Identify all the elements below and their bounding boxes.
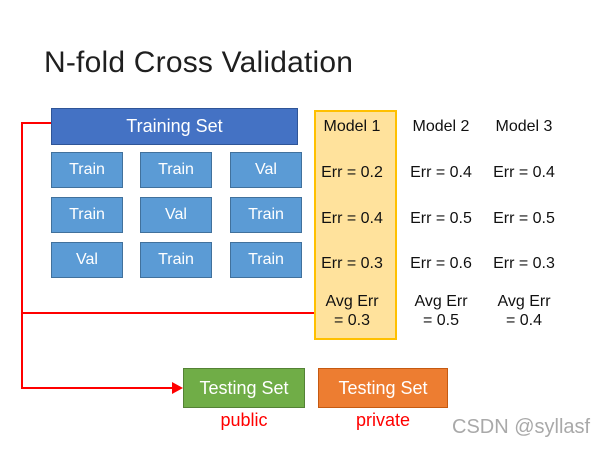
model-name: Model 3 <box>495 118 553 135</box>
model-name: Model 1 <box>323 118 381 135</box>
error-value: Err = 0.4 <box>321 210 383 227</box>
testing-set-private-label: Testing Set <box>338 377 428 398</box>
fold-cell: Train <box>140 242 212 278</box>
avg-error: Avg Err = 0.3 <box>306 292 398 330</box>
fold-cell: Train <box>140 152 212 188</box>
arrow-right-icon <box>172 382 183 394</box>
fold-cell: Train <box>51 197 123 233</box>
connector-testing-line <box>21 387 174 389</box>
testing-set-public-box: Testing Set <box>183 368 305 408</box>
connector-avg-err-line <box>21 312 314 314</box>
page-title: N-fold Cross Validation <box>44 46 354 79</box>
model-1-highlight-box <box>314 110 397 340</box>
avg-error-value: = 0.5 <box>422 312 460 329</box>
public-caption: public <box>220 410 268 430</box>
error-value: Err = 0.5 <box>493 210 555 227</box>
connector-top-line <box>21 122 52 124</box>
testing-set-private-box: Testing Set <box>318 368 448 408</box>
fold-cell: Val <box>140 197 212 233</box>
model-column-3: Model 3 Err = 0.4 Err = 0.5 Err = 0.3 Av… <box>478 110 570 342</box>
model-column-1: Model 1 Err = 0.2 Err = 0.4 Err = 0.3 Av… <box>306 110 398 342</box>
error-value: Err = 0.6 <box>410 255 472 272</box>
model-column-2: Model 2 Err = 0.4 Err = 0.5 Err = 0.6 Av… <box>395 110 487 342</box>
error-value: Err = 0.3 <box>493 255 555 272</box>
avg-error-label: Avg Err <box>414 293 468 310</box>
training-set-header: Training Set <box>51 108 298 145</box>
error-value: Err = 0.3 <box>321 255 383 272</box>
error-value: Err = 0.4 <box>410 164 472 181</box>
fold-cell: Train <box>230 197 302 233</box>
avg-error-value: = 0.3 <box>333 312 371 329</box>
connector-vertical-line <box>21 122 23 389</box>
avg-error: Avg Err = 0.5 <box>395 292 487 330</box>
fold-cell: Val <box>230 152 302 188</box>
training-set-label: Training Set <box>126 116 223 136</box>
error-value: Err = 0.5 <box>410 210 472 227</box>
avg-error-label: Avg Err <box>325 293 379 310</box>
error-value: Err = 0.2 <box>321 164 383 181</box>
avg-error: Avg Err = 0.4 <box>478 292 570 330</box>
error-value: Err = 0.4 <box>493 164 555 181</box>
fold-cell: Val <box>51 242 123 278</box>
testing-set-public-label: Testing Set <box>199 377 289 398</box>
watermark: CSDN @syllasf <box>452 416 591 438</box>
fold-cell: Train <box>230 242 302 278</box>
model-name: Model 2 <box>412 118 470 135</box>
private-caption: private <box>355 410 411 430</box>
avg-error-value: = 0.4 <box>505 312 543 329</box>
avg-error-label: Avg Err <box>497 293 551 310</box>
fold-cell: Train <box>51 152 123 188</box>
